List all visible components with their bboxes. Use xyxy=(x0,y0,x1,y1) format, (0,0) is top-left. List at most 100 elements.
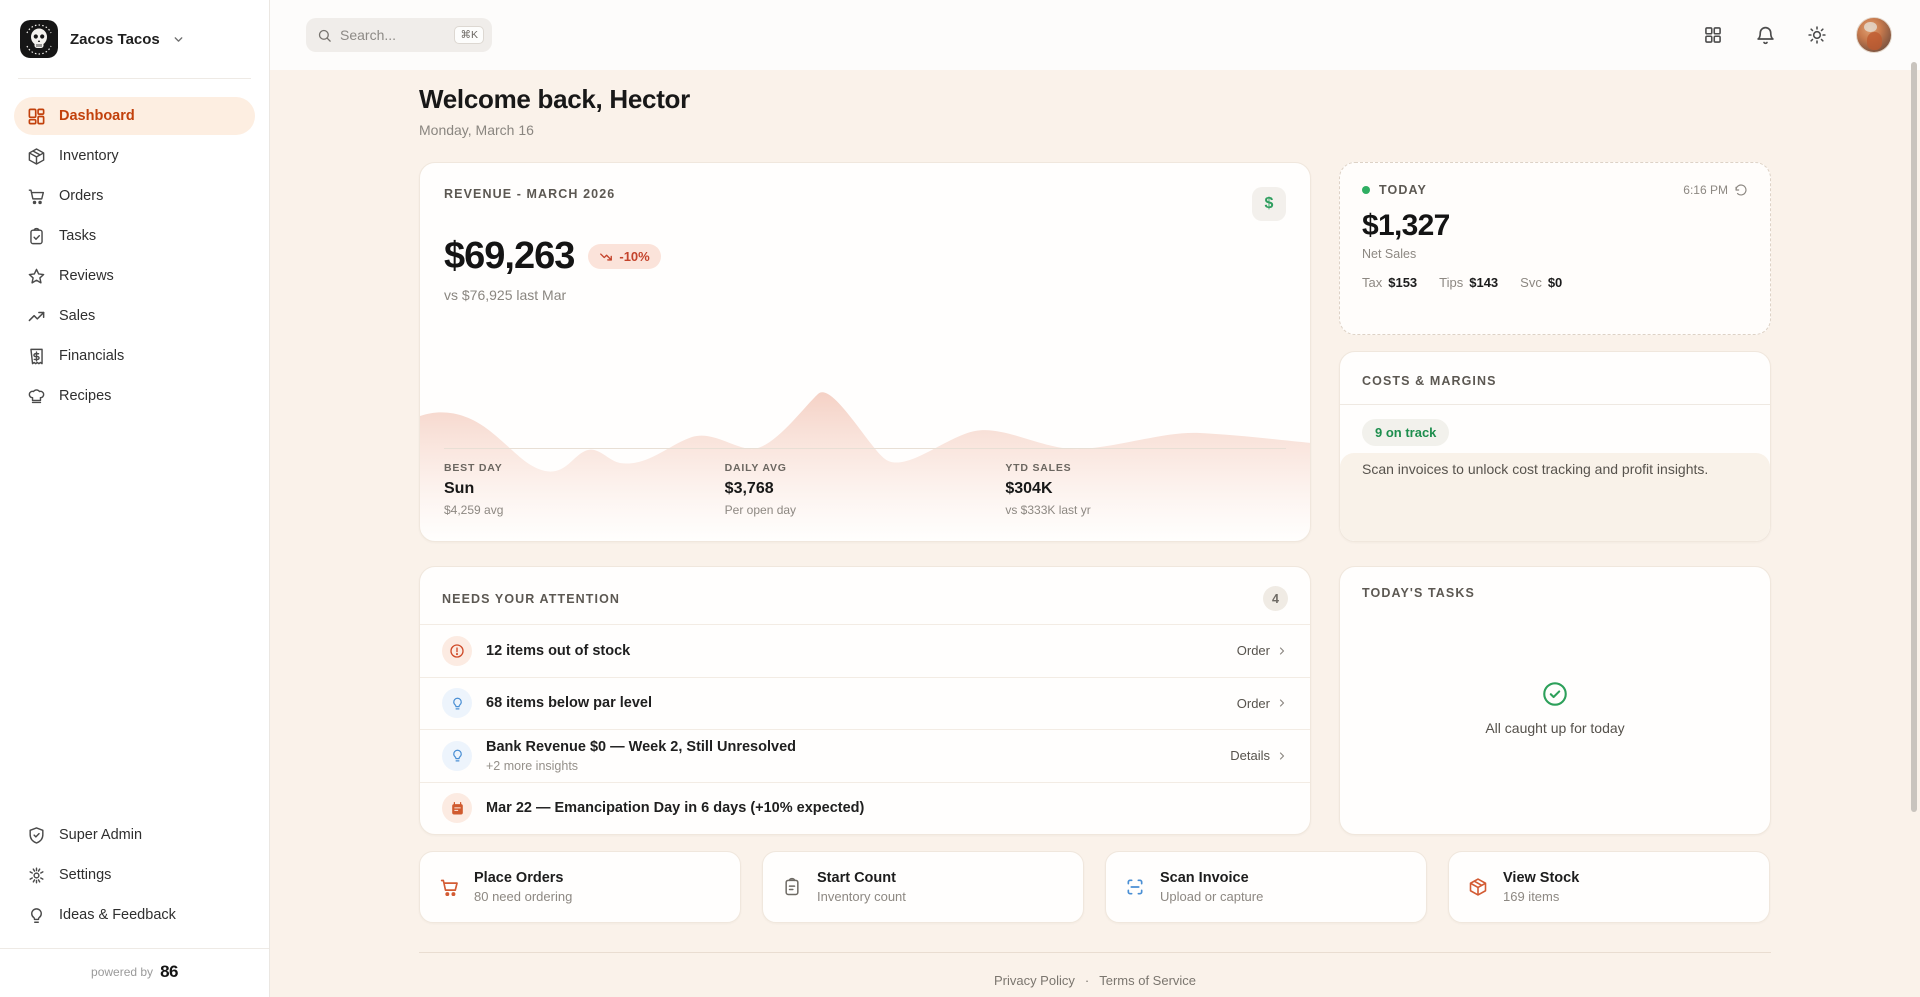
sidebar-item-orders[interactable]: Orders xyxy=(14,177,255,215)
shield-check-icon xyxy=(26,825,46,845)
tasks-empty-text: All caught up for today xyxy=(1485,720,1624,736)
org-switcher[interactable]: Zacos Tacos xyxy=(14,16,255,62)
package-icon xyxy=(1467,876,1489,898)
privacy-policy-link[interactable]: Privacy Policy xyxy=(994,973,1075,988)
gear-icon xyxy=(26,865,46,885)
sidebar-nav: Dashboard Inventory Orders Tasks xyxy=(14,97,255,415)
clipboard-icon xyxy=(781,876,803,898)
stat-sub: $4,259 avg xyxy=(444,503,725,517)
sidebar-bottom: Super Admin Settings Ideas & Feedback po… xyxy=(14,816,255,997)
sidebar-item-label: Orders xyxy=(59,188,103,204)
dashboard-grid-icon xyxy=(26,106,46,126)
lightbulb-icon xyxy=(442,741,472,771)
stat-label: BEST DAY xyxy=(444,462,725,474)
attention-item-text: 12 items out of stock xyxy=(486,643,630,659)
theme-toggle-button[interactable] xyxy=(1804,22,1830,48)
action-title: View Stock xyxy=(1503,870,1579,886)
clipboard-check-icon xyxy=(26,226,46,246)
stat-daily-avg: DAILY AVG $3,768 Per open day xyxy=(725,462,1006,517)
attention-item-bank-revenue[interactable]: Bank Revenue $0 — Week 2, Still Unresolv… xyxy=(420,729,1310,782)
svc-label: Svc xyxy=(1520,275,1542,290)
sidebar-item-label: Sales xyxy=(59,308,95,324)
refresh-icon[interactable] xyxy=(1734,183,1748,197)
scan-icon xyxy=(1124,876,1146,898)
costs-description: Scan invoices to unlock cost tracking an… xyxy=(1362,459,1717,480)
sidebar-item-ideas-feedback[interactable]: Ideas & Feedback xyxy=(14,896,255,934)
topbar-actions xyxy=(1700,17,1892,53)
order-link[interactable]: Order xyxy=(1237,696,1288,711)
sidebar-item-label: Dashboard xyxy=(59,108,135,124)
notifications-button[interactable] xyxy=(1752,22,1778,48)
svc-pair: Svc $0 xyxy=(1520,275,1562,290)
chevron-right-icon xyxy=(1276,750,1288,762)
sidebar-item-reviews[interactable]: Reviews xyxy=(14,257,255,295)
details-link[interactable]: Details xyxy=(1230,748,1288,763)
main-area: Search... ⌘K Welcome back, Hector xyxy=(270,0,1920,997)
revenue-change-badge: -10% xyxy=(588,244,660,269)
sidebar-item-label: Settings xyxy=(59,867,111,883)
attention-list: 12 items out of stock Order xyxy=(420,624,1310,834)
action-texts: Start Count Inventory count xyxy=(817,870,906,904)
sidebar-item-dashboard[interactable]: Dashboard xyxy=(14,97,255,135)
todays-tasks-card: TODAY'S TASKS All caught up for today xyxy=(1339,566,1771,835)
action-title: Start Count xyxy=(817,870,906,886)
attention-item-out-of-stock[interactable]: 12 items out of stock Order xyxy=(420,624,1310,677)
action-subtitle: 169 items xyxy=(1503,889,1579,904)
start-count-action[interactable]: Start Count Inventory count xyxy=(762,851,1084,923)
order-link[interactable]: Order xyxy=(1237,643,1288,658)
check-circle-icon xyxy=(1541,680,1569,708)
attention-item-text: 68 items below par level xyxy=(486,695,652,711)
tips-pair: Tips $143 xyxy=(1439,275,1498,290)
bell-icon xyxy=(1755,25,1776,46)
needs-attention-card: NEEDS YOUR ATTENTION 4 12 items out of s… xyxy=(419,566,1311,835)
attention-item-text: Mar 22 — Emancipation Day in 6 days (+10… xyxy=(486,800,864,816)
sidebar-item-recipes[interactable]: Recipes xyxy=(14,377,255,415)
stat-label: DAILY AVG xyxy=(725,462,1006,474)
sidebar-item-tasks[interactable]: Tasks xyxy=(14,217,255,255)
sidebar-item-label: Financials xyxy=(59,348,124,364)
receipt-icon xyxy=(26,346,46,366)
vertical-scrollbar[interactable] xyxy=(1911,62,1917,812)
action-label: Details xyxy=(1230,748,1270,763)
user-avatar[interactable] xyxy=(1856,17,1892,53)
revenue-comparison: vs $76,925 last Mar xyxy=(444,287,1286,303)
sidebar-item-super-admin[interactable]: Super Admin xyxy=(14,816,255,854)
org-name: Zacos Tacos xyxy=(70,31,160,48)
footer-separator: · xyxy=(1085,973,1089,988)
page-date: Monday, March 16 xyxy=(419,122,1771,138)
attention-item-below-par[interactable]: 68 items below par level Order xyxy=(420,677,1310,730)
search-shortcut-badge: ⌘K xyxy=(454,26,484,44)
star-icon xyxy=(26,266,46,286)
action-texts: Place Orders 80 need ordering xyxy=(474,870,572,904)
live-dot-icon xyxy=(1362,186,1370,194)
sidebar-item-inventory[interactable]: Inventory xyxy=(14,137,255,175)
dollar-sign-icon: $ xyxy=(1252,187,1286,221)
time-text: 6:16 PM xyxy=(1683,183,1728,197)
today-card: TODAY 6:16 PM $1,327 Net Sales Tax xyxy=(1339,162,1771,335)
chevron-right-icon xyxy=(1276,697,1288,709)
sidebar-item-settings[interactable]: Settings xyxy=(14,856,255,894)
apps-grid-button[interactable] xyxy=(1700,22,1726,48)
sidebar-item-label: Ideas & Feedback xyxy=(59,907,176,923)
cart-icon xyxy=(26,186,46,206)
attention-item-holiday[interactable]: Mar 22 — Emancipation Day in 6 days (+10… xyxy=(420,782,1310,835)
view-stock-action[interactable]: View Stock 169 items xyxy=(1448,851,1770,923)
lightbulb-icon xyxy=(26,905,46,925)
sidebar: Zacos Tacos Dashboard Inventory xyxy=(0,0,270,997)
sidebar-divider xyxy=(18,78,251,79)
action-title: Scan Invoice xyxy=(1160,870,1263,886)
attention-item-texts: Bank Revenue $0 — Week 2, Still Unresolv… xyxy=(486,739,796,773)
chevron-right-icon xyxy=(1276,645,1288,657)
sidebar-item-sales[interactable]: Sales xyxy=(14,297,255,335)
terms-of-service-link[interactable]: Terms of Service xyxy=(1099,973,1196,988)
sidebar-item-financials[interactable]: Financials xyxy=(14,337,255,375)
search-input[interactable]: Search... ⌘K xyxy=(306,18,492,52)
trend-up-icon xyxy=(26,306,46,326)
place-orders-action[interactable]: Place Orders 80 need ordering xyxy=(419,851,741,923)
costs-divider xyxy=(1340,404,1770,405)
svc-value: $0 xyxy=(1548,275,1562,290)
stat-value: $3,768 xyxy=(725,480,1006,498)
scan-invoice-action[interactable]: Scan Invoice Upload or capture xyxy=(1105,851,1427,923)
action-texts: View Stock 169 items xyxy=(1503,870,1579,904)
footer: Privacy Policy · Terms of Service xyxy=(419,973,1771,988)
